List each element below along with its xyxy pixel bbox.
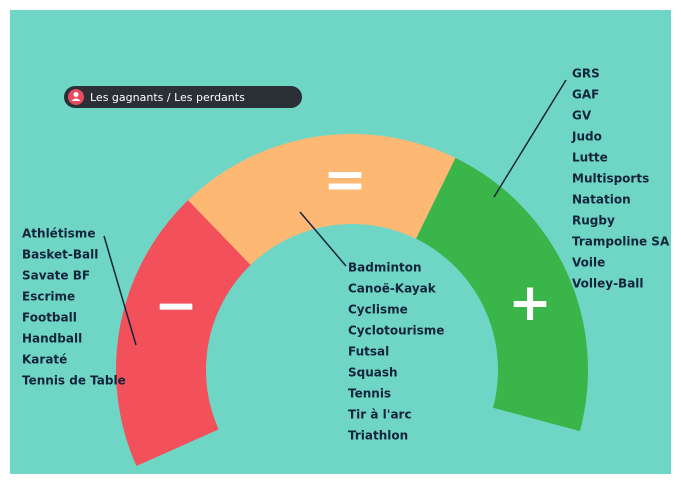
badge-icon-body (71, 98, 81, 101)
sport-label: Cyclisme (348, 303, 408, 317)
segment-symbol: = (323, 150, 367, 210)
badge-icon-head (73, 92, 79, 97)
sport-label: Tennis de Table (22, 374, 126, 388)
sport-label: Handball (22, 332, 82, 346)
sport-label: Voile (572, 256, 605, 270)
gauge (116, 134, 588, 466)
sport-label: Futsal (348, 345, 389, 359)
sport-label: GAF (572, 88, 599, 102)
segment-symbol: + (508, 273, 552, 333)
sport-label: Athlétisme (22, 227, 95, 241)
sport-label: Badminton (348, 261, 422, 275)
badge-label: Les gagnants / Les perdants (90, 91, 245, 104)
sport-label: Tennis (348, 387, 391, 401)
sport-label: Cyclotourisme (348, 324, 444, 338)
segment-symbol: − (154, 276, 198, 336)
sport-label: Squash (348, 366, 398, 380)
sport-label: Triathlon (348, 429, 408, 443)
gauge-segment (116, 194, 255, 466)
sport-label: GV (572, 109, 592, 123)
sport-label: Trampoline SA (572, 235, 670, 249)
gauge-segment (416, 157, 588, 432)
sport-label: Multisports (572, 172, 649, 186)
leader-line (299, 211, 347, 267)
sport-label: Football (22, 311, 77, 325)
sport-label: Tir à l'arc (348, 408, 412, 422)
gauge-segment (188, 134, 463, 265)
sport-label: Savate BF (22, 269, 90, 283)
sport-label: Basket-Ball (22, 248, 98, 262)
sport-label: Judo (571, 130, 602, 144)
sport-label: Volley-Ball (572, 277, 644, 291)
sport-label: Rugby (572, 214, 615, 228)
sport-label: Natation (572, 193, 631, 207)
sport-label: Karaté (22, 353, 67, 367)
badge (64, 86, 302, 108)
leader-line (493, 79, 567, 198)
sport-label: Escrime (22, 290, 75, 304)
sport-label: GRS (572, 67, 600, 81)
sport-label: Lutte (572, 151, 608, 165)
leader-line (103, 235, 137, 346)
sport-label: Canoë-Kayak (348, 282, 437, 296)
